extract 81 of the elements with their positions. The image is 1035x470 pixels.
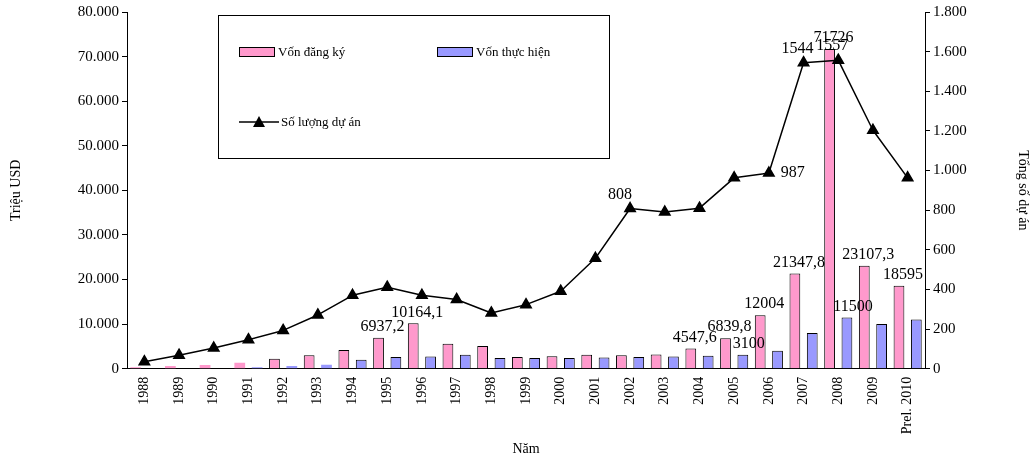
point <box>173 348 185 359</box>
y2-tick-label: 1.000 <box>933 161 967 178</box>
point <box>277 323 290 335</box>
point <box>242 332 255 344</box>
y-tick-label: 10.000 <box>77 315 119 331</box>
point <box>624 201 637 213</box>
x-tick-label: 1997 <box>448 376 464 405</box>
point <box>901 171 914 182</box>
point <box>658 205 671 216</box>
y2-tick-label: 1.200 <box>933 121 967 138</box>
y2-axis-title: Tổng số dự án <box>1015 150 1031 231</box>
point <box>867 123 879 135</box>
x-tick-label: 2001 <box>587 376 603 405</box>
y-tick-label: 50.000 <box>77 136 119 153</box>
legend-label: Vốn đăng ký <box>278 44 346 60</box>
y-tick-label: 70.000 <box>77 47 119 64</box>
x-tick-label: 1998 <box>482 376 498 405</box>
x-tick-label: 2004 <box>691 376 707 405</box>
y2-tick-label: 600 <box>933 240 956 257</box>
bar <box>164 365 176 369</box>
bar <box>286 365 298 369</box>
data-label: 12004 <box>744 294 785 312</box>
data-label: 23107,3 <box>842 244 895 262</box>
point <box>207 341 220 352</box>
y2-tick-label: 0 <box>933 359 941 376</box>
y-tick-label: 30.000 <box>77 225 119 242</box>
y2-tick-label: 1.800 <box>933 2 967 19</box>
data-label: 1544 <box>781 38 814 56</box>
y2-tick-label: 1.400 <box>933 82 967 99</box>
y2-tick-label: 200 <box>933 319 956 336</box>
x-tick-label: 1988 <box>136 376 152 405</box>
legend-label: Vốn thực hiện <box>476 44 551 60</box>
y-tick-label: 0 <box>111 359 119 376</box>
x-axis-title: Năm <box>512 441 540 457</box>
point <box>520 297 532 309</box>
bar <box>199 365 211 369</box>
x-tick-label: 2006 <box>760 376 776 405</box>
x-tick-label: 1996 <box>413 376 429 405</box>
y2-tick-label: 1.600 <box>933 42 967 59</box>
point <box>311 308 324 319</box>
point <box>138 354 151 366</box>
x-tick-label: 1993 <box>309 376 325 405</box>
x-tick-label: 1994 <box>344 376 360 405</box>
x-tick-label: 2007 <box>795 376 811 405</box>
point <box>346 288 359 300</box>
point <box>589 251 602 263</box>
y2-tick-label: 800 <box>933 201 956 218</box>
point <box>797 55 810 67</box>
point <box>450 292 463 304</box>
point <box>832 53 845 64</box>
x-tick-label: 2009 <box>864 376 880 405</box>
point <box>693 201 706 212</box>
point <box>728 171 741 182</box>
point <box>415 288 428 300</box>
data-label: 987 <box>780 163 805 181</box>
y-tick-label: 80.000 <box>77 2 119 19</box>
data-label: 808 <box>608 184 633 202</box>
x-tick-label: 1995 <box>378 376 394 405</box>
y-tick-label: 60.000 <box>77 92 119 109</box>
y-axis-title: Triệu USD <box>8 159 24 221</box>
x-tick-label: 2002 <box>621 376 637 405</box>
x-tick-label: 1999 <box>517 376 533 405</box>
x-tick-label: 1991 <box>240 376 256 405</box>
point <box>554 284 567 295</box>
x-tick-label: 2003 <box>656 376 672 405</box>
point <box>485 306 498 317</box>
y-tick-label: 20.000 <box>77 270 119 287</box>
point <box>381 280 394 291</box>
x-tick-label: 1992 <box>274 376 290 405</box>
y-tick-label: 40.000 <box>77 181 119 198</box>
bar <box>234 362 246 369</box>
x-tick-label: 2008 <box>829 376 845 405</box>
y2-tick-label: 400 <box>933 280 956 297</box>
data-label: 18595 <box>882 264 923 282</box>
x-tick-label: 1989 <box>170 376 186 405</box>
x-tick-label: 2000 <box>552 376 568 405</box>
legend-label: Số lượng dự án <box>281 114 361 130</box>
x-tick-label: 2005 <box>725 376 741 405</box>
x-tick-label: Prel. 2010 <box>899 376 915 435</box>
point <box>762 166 775 177</box>
x-tick-label: 1990 <box>205 376 221 405</box>
